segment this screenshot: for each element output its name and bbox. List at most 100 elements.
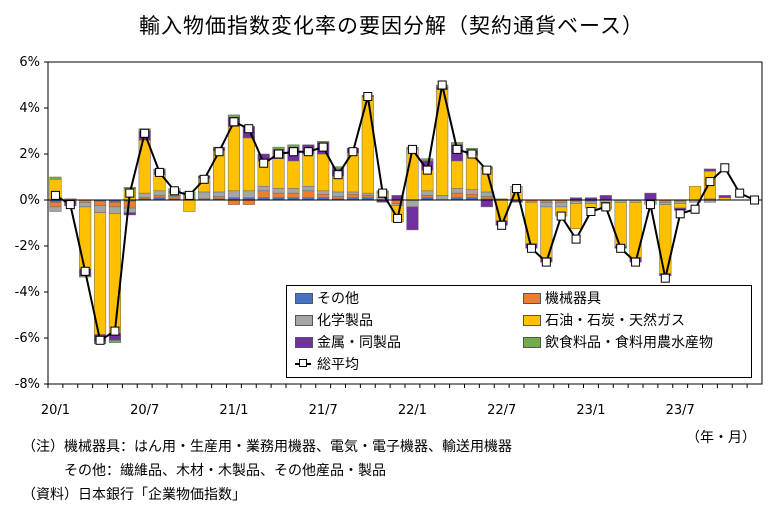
- legend-label: その他: [317, 291, 359, 307]
- total-marker: [348, 147, 358, 157]
- bar-segment: [94, 205, 107, 213]
- legend-swatch: [295, 315, 313, 326]
- bar-segment: [465, 189, 478, 195]
- total-marker: [497, 220, 507, 230]
- bar-segment: [183, 199, 196, 212]
- bar-segment: [272, 146, 285, 150]
- bar-segment: [332, 191, 345, 197]
- bar-segment: [257, 190, 270, 198]
- bar-segment: [480, 196, 493, 200]
- bar-segment: [108, 340, 121, 343]
- y-tick-label: 6%: [19, 55, 40, 70]
- bar-segment: [718, 195, 731, 198]
- legend-label: 飲食料品・食料用農水産物: [545, 335, 713, 351]
- bar-segment: [79, 202, 92, 208]
- bar-segment: [242, 199, 255, 205]
- bar-segment: [213, 150, 226, 193]
- total-marker: [690, 204, 700, 214]
- bar-segment: [451, 160, 464, 189]
- total-marker: [288, 147, 298, 157]
- legend-label: 総平均: [317, 357, 359, 373]
- bar-segment: [436, 195, 449, 201]
- total-marker: [80, 266, 90, 276]
- total-marker: [720, 163, 730, 173]
- legend: その他 機械器具 化学製品 石油・石炭・天然ガス 金属・同製品 飲食料品・食料用農水産物総…: [286, 285, 752, 378]
- bar-segment: [287, 144, 300, 148]
- bar-segment: [242, 190, 255, 198]
- legend-swatch: [295, 293, 313, 304]
- total-marker: [586, 207, 596, 216]
- bar-segment: [123, 207, 136, 213]
- total-marker: [660, 273, 670, 283]
- bar-segment: [332, 196, 345, 200]
- bar-segment: [584, 200, 597, 204]
- note-source: （資料）日本銀行「企業物価指数」: [22, 487, 246, 503]
- bar-segment: [213, 191, 226, 197]
- bar-segment: [465, 194, 478, 198]
- bar-segment: [79, 206, 92, 270]
- x-tick-label: 23/1: [576, 403, 605, 418]
- x-axis-unit-label: （年・月）: [686, 430, 756, 446]
- bar-segment: [451, 188, 464, 194]
- bar-segment: [406, 199, 419, 208]
- y-tick-label: 4%: [19, 101, 40, 116]
- bar-segment: [599, 195, 612, 201]
- bar-segment: [346, 191, 359, 195]
- bar-segment: [153, 195, 166, 198]
- bar-segment: [406, 206, 419, 231]
- bar-segment: [332, 166, 345, 170]
- bar-segment: [108, 213, 121, 334]
- bar-segment: [287, 160, 300, 189]
- total-marker: [65, 200, 75, 210]
- bar-segment: [644, 192, 657, 201]
- bar-segment: [317, 194, 330, 198]
- y-tick-label: -4%: [15, 285, 40, 300]
- total-marker: [333, 170, 343, 180]
- legend-swatch: [295, 359, 311, 368]
- bar-segment: [198, 191, 211, 200]
- legend-swatch: [523, 315, 541, 326]
- bar-segment: [540, 202, 553, 208]
- bar-segment: [406, 149, 419, 201]
- bar-segment: [49, 176, 62, 180]
- total-marker: [244, 124, 254, 134]
- total-marker: [616, 243, 626, 253]
- bar-segment: [421, 195, 434, 198]
- total-marker: [303, 147, 313, 157]
- chart-title: 輸入物価指数変化率の要因分解（契約通貨ベース）: [139, 14, 644, 38]
- bar-segment: [94, 212, 107, 335]
- y-tick-label: -6%: [15, 331, 40, 346]
- bar-segment: [421, 158, 434, 162]
- bar-segment: [570, 203, 583, 229]
- total-marker: [467, 149, 477, 159]
- total-marker: [199, 174, 209, 184]
- bar-segment: [242, 137, 255, 192]
- bar-segment: [421, 190, 434, 196]
- bar-segment: [317, 141, 330, 143]
- bar-segment: [49, 202, 62, 208]
- legend-label: 金属・同製品: [317, 335, 401, 351]
- x-tick-label: 20/1: [41, 403, 70, 418]
- note-others: その他：繊維品、木材・木製品、その他産品・製品: [64, 463, 386, 479]
- bar-segment: [555, 202, 568, 208]
- bar-segment: [674, 200, 687, 204]
- bar-segment: [703, 168, 716, 172]
- bar-segment: [689, 185, 702, 201]
- total-marker: [214, 147, 224, 157]
- note-machinery: （注）機械器具：はん用・生産用・業務用機器、電気・電子機器、輸送用機器: [22, 439, 512, 455]
- y-tick-label: 0%: [19, 193, 40, 208]
- bar-segment: [302, 190, 315, 198]
- bar-segment: [153, 190, 166, 196]
- bar-segment: [525, 202, 538, 244]
- legend-label: 化学製品: [317, 313, 373, 329]
- bar-segment: [123, 212, 136, 216]
- y-tick-label: 2%: [19, 147, 40, 162]
- bar-segment: [49, 206, 62, 212]
- total-marker: [184, 190, 194, 200]
- legend-swatch: [523, 293, 541, 304]
- total-marker: [229, 117, 239, 127]
- bar-segment: [272, 192, 285, 198]
- legend-swatch: [523, 337, 541, 348]
- bar-segment: [94, 200, 107, 206]
- total-marker: [452, 144, 462, 154]
